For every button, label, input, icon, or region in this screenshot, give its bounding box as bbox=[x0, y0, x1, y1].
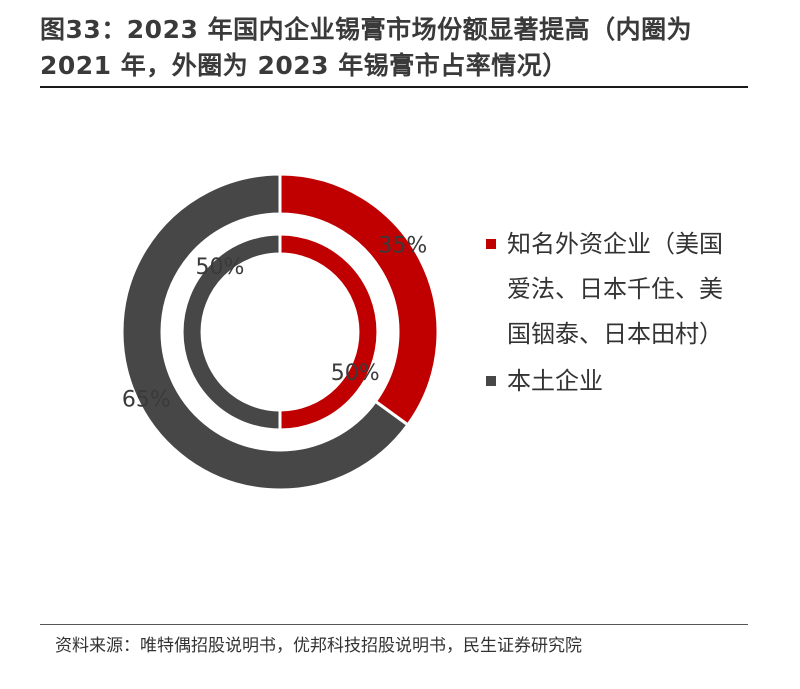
legend-swatch-foreign bbox=[486, 239, 496, 249]
inner-ring-label-foreign: 50% bbox=[331, 361, 380, 386]
inner-ring-label-domestic: 50% bbox=[196, 255, 245, 280]
legend-label-foreign: 知名外资企业（美国爱法、日本千住、美国铟泰、日本田村） bbox=[507, 230, 723, 348]
chart-title: 图33：2023 年国内企业锡膏市场份额显著提高（内圈为 2021 年，外圈为 … bbox=[40, 15, 693, 80]
source-divider bbox=[40, 624, 748, 625]
outer-ring-slice-domestic[interactable] bbox=[120, 172, 410, 492]
inner-ring-slice-foreign[interactable] bbox=[278, 232, 380, 432]
outer-ring-label-domestic: 65% bbox=[122, 388, 171, 413]
outer-ring-slice-foreign[interactable] bbox=[278, 172, 440, 427]
title-divider bbox=[40, 86, 748, 88]
source-note: 资料来源：唯特偶招股说明书，优邦科技招股说明书，民生证券研究院 bbox=[55, 636, 582, 656]
legend-label-domestic: 本土企业 bbox=[507, 367, 603, 395]
inner-ring-slice-domestic[interactable] bbox=[180, 232, 282, 432]
legend-swatch-domestic bbox=[486, 376, 496, 386]
chart-legend: 知名外资企业（美国爱法、日本千住、美国铟泰、日本田村） 本土企业 bbox=[485, 222, 745, 404]
outer-ring-label-foreign: 35% bbox=[378, 233, 427, 258]
legend-item-domestic[interactable]: 本土企业 bbox=[485, 359, 745, 404]
legend-item-foreign[interactable]: 知名外资企业（美国爱法、日本千住、美国铟泰、日本田村） bbox=[485, 222, 745, 357]
